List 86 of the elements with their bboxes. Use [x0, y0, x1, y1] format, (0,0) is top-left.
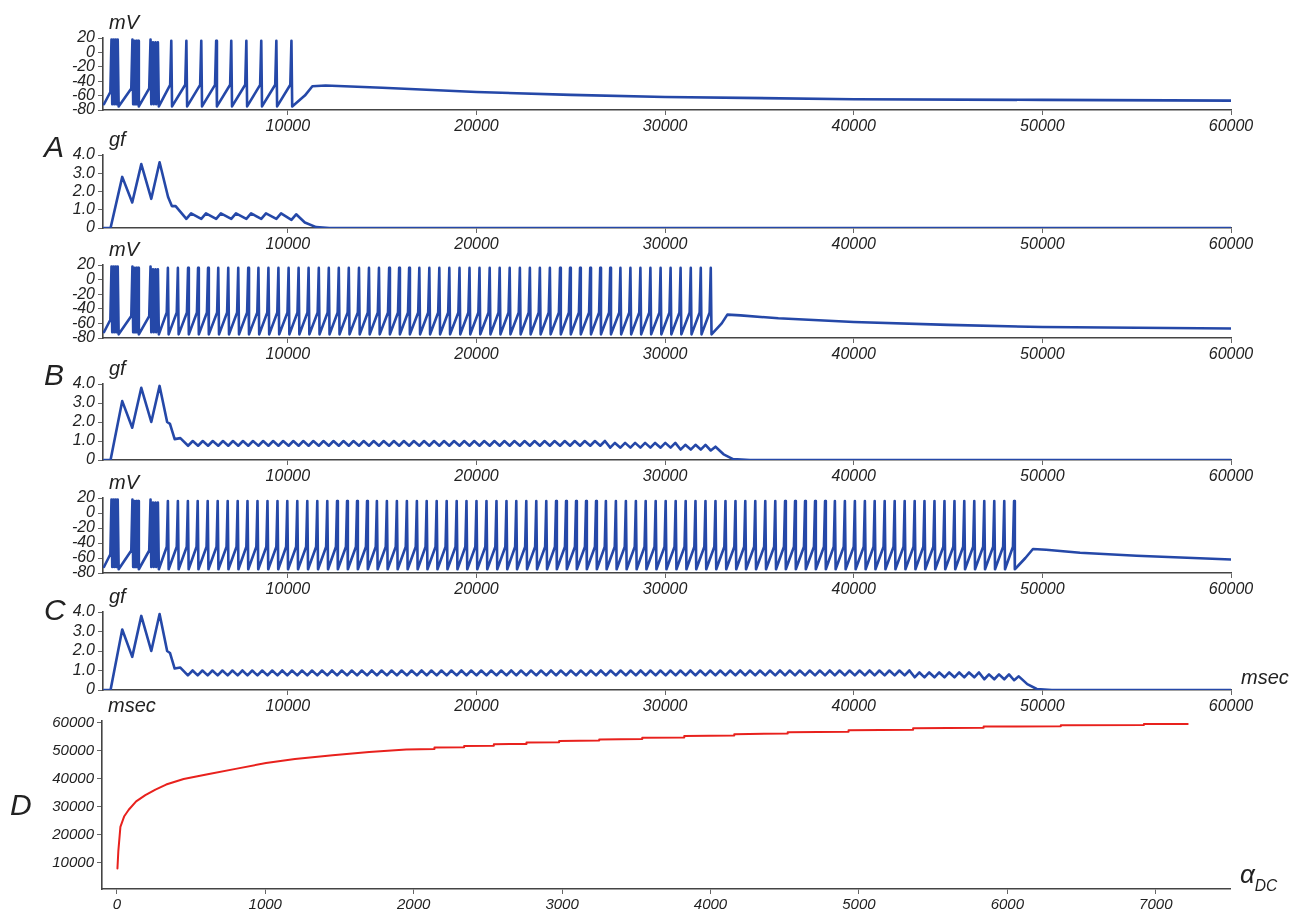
y-tick-label: 1.0 [72, 660, 96, 678]
x-tick-label: 50000 [1020, 580, 1065, 598]
x-tick-label: 60000 [1208, 697, 1254, 715]
x-tick-label: 50000 [1020, 235, 1065, 253]
x-tick-label: 30000 [642, 697, 688, 715]
y-tick-label: -60 [71, 548, 96, 566]
x-tick-label: 60000 [1208, 235, 1254, 253]
x-tick-label: 40000 [831, 345, 877, 363]
x-tick-label: 20000 [453, 235, 499, 253]
x-tick-label: 50000 [1020, 345, 1065, 363]
x-tick-label: 3000 [545, 895, 580, 913]
x-tick-label: 4000 [693, 895, 728, 913]
y-axis-title: mV [109, 471, 141, 493]
x-tick-label: 10000 [265, 117, 311, 135]
text: A [42, 130, 65, 163]
x-tick-label: 40000 [831, 580, 877, 598]
x-axis-title: msec [1241, 666, 1289, 688]
x-tick-label: 5000 [842, 895, 877, 913]
text: D [10, 788, 32, 821]
x-tick-label: 2000 [396, 895, 432, 913]
y-axis-title: mV [109, 11, 141, 33]
x-tick-label: 40000 [831, 117, 877, 135]
y-tick-label: 4.0 [72, 602, 96, 620]
y-tick-label: 3.0 [72, 163, 96, 181]
x-tick-label: 60000 [1208, 580, 1254, 598]
x-tick-label: 30000 [642, 580, 688, 598]
y-tick-label: 4.0 [72, 374, 96, 392]
y-tick-label: 0 [86, 503, 96, 521]
y-tick-label: -80 [71, 100, 96, 118]
y-tick-label: 0 [86, 450, 96, 468]
y-tick-label: 40000 [52, 768, 95, 786]
y-tick-label: -80 [71, 328, 96, 346]
y-axis-title: gf [109, 357, 129, 379]
x-tick-label: 20000 [453, 697, 499, 715]
x-tick-label: 10000 [265, 345, 311, 363]
x-tick-label: 6000 [990, 895, 1025, 913]
x-tick-label: 20000 [453, 580, 499, 598]
y-tick-label: 3.0 [72, 621, 96, 639]
y-tick-label: 0 [86, 218, 96, 236]
x-tick-label: 20000 [453, 467, 499, 485]
x-tick-label: 30000 [642, 235, 688, 253]
x-tick-label: 30000 [642, 345, 688, 363]
y-tick-label: 20000 [51, 824, 95, 842]
y-tick-label: 2.0 [71, 412, 96, 430]
y-axis-title: msec [108, 694, 156, 716]
y-axis-title: gf [109, 585, 129, 607]
x-tick-label: 40000 [831, 235, 877, 253]
x-tick-label: 60000 [1208, 117, 1254, 135]
y-tick-label: 2.0 [71, 641, 96, 659]
y-tick-label: 4.0 [72, 145, 96, 163]
x-tick-label: 10000 [265, 467, 311, 485]
x-tick-label: 30000 [642, 117, 688, 135]
y-tick-label: 1.0 [72, 200, 96, 218]
x-tick-label: 50000 [1020, 117, 1065, 135]
x-tick-label: 50000 [1020, 467, 1065, 485]
x-tick-label: 20000 [453, 345, 499, 363]
x-tick-label: 10000 [265, 235, 311, 253]
y-tick-label: 1.0 [72, 431, 96, 449]
x-tick-label: 50000 [1020, 697, 1065, 715]
x-tick-label: 40000 [831, 467, 877, 485]
x-tick-label: 1000 [248, 895, 283, 913]
x-tick-label: 30000 [642, 467, 688, 485]
x-tick-label: 60000 [1208, 345, 1254, 363]
y-tick-label: 2.0 [71, 181, 96, 199]
y-tick-label: 10000 [52, 852, 95, 870]
x-tick-label: 0 [112, 895, 122, 913]
x-tick-label: 10000 [265, 697, 311, 715]
y-tick-label: 0 [86, 680, 96, 698]
x-tick-label: 10000 [265, 580, 311, 598]
y-tick-label: -40 [71, 533, 96, 551]
y-tick-label: -20 [71, 518, 96, 536]
y-axis-title: gf [109, 128, 129, 150]
y-tick-label: 20 [76, 488, 96, 506]
y-tick-label: 3.0 [72, 393, 96, 411]
x-tick-label: 20000 [453, 117, 499, 135]
text: C [44, 593, 66, 626]
text: B [44, 358, 65, 391]
y-tick-label: 60000 [52, 712, 95, 730]
y-axis-title: mV [109, 238, 141, 260]
x-tick-label: 60000 [1208, 467, 1254, 485]
y-tick-label: 20 [76, 255, 96, 273]
y-tick-label: 30000 [52, 796, 95, 814]
x-tick-label: 7000 [1139, 895, 1174, 913]
y-tick-label: -80 [71, 563, 96, 581]
y-tick-label: 50000 [52, 740, 95, 758]
x-tick-label: 40000 [831, 697, 877, 715]
